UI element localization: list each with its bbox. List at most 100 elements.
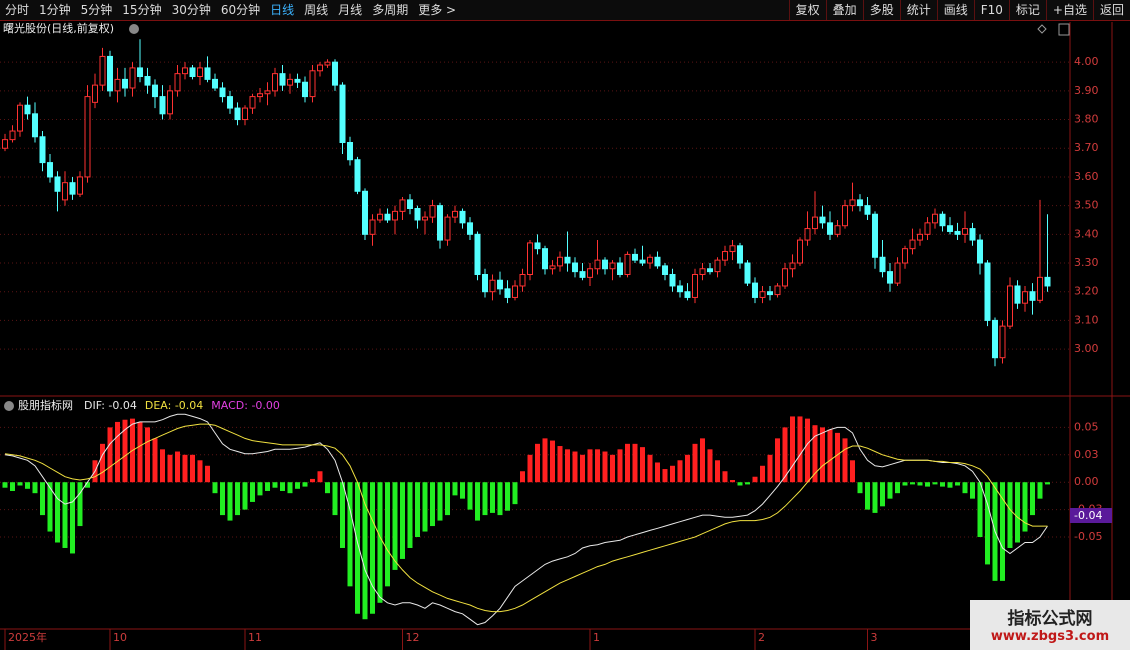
period-tab[interactable]: 周线 (304, 3, 329, 17)
period-tab[interactable]: 30分钟 (171, 3, 211, 17)
panel-button[interactable] (1058, 23, 1070, 36)
macd-bar (2, 482, 8, 488)
candle-body (992, 319, 998, 359)
y-tick-label: -0.05 (1074, 530, 1102, 543)
indicator-line (4, 423, 1048, 613)
candle-body (602, 259, 608, 270)
candle-body (122, 78, 128, 89)
action-button[interactable]: 复权 (788, 0, 826, 20)
macd-bar (377, 482, 383, 603)
period-tab[interactable]: 60分钟 (220, 3, 261, 17)
macd-bar (640, 447, 645, 483)
candle-body (377, 213, 383, 221)
macd-bar (580, 454, 585, 483)
macd-bar (587, 449, 593, 483)
candle-body (84, 96, 91, 178)
candle-body (954, 230, 961, 235)
action-button[interactable]: 返回 (1092, 0, 1130, 20)
candle-body (1014, 285, 1021, 304)
macd-bar (77, 482, 83, 527)
candle-body (894, 262, 901, 284)
candle-body (249, 96, 256, 109)
action-button[interactable]: +自选 (1045, 0, 1093, 20)
x-tick-label: 3 (871, 631, 878, 644)
candle-body (737, 245, 743, 264)
candle-body (159, 96, 166, 115)
macd-bar (722, 471, 728, 483)
candle-body (1037, 276, 1043, 301)
macd-bar (655, 462, 660, 483)
candle-body (999, 325, 1006, 359)
dropdown-icon[interactable] (129, 24, 139, 34)
macd-bar (137, 421, 143, 483)
macd-bar (310, 478, 315, 483)
y-tick-label: 3.20 (1074, 285, 1099, 298)
macd-bar (775, 438, 780, 483)
candle-body (302, 81, 308, 98)
macd-bar (835, 432, 840, 483)
candle-body (729, 245, 736, 253)
macd-bar (880, 482, 885, 507)
panel-button[interactable] (1037, 24, 1047, 34)
dropdown-icon[interactable] (4, 401, 14, 411)
macd-bar (160, 449, 165, 483)
period-tab[interactable]: 5分钟 (80, 3, 113, 17)
candle-body (542, 248, 548, 270)
candle-body (107, 55, 113, 92)
candle-body (287, 78, 293, 86)
candle-body (444, 216, 451, 241)
candle-body (549, 265, 556, 270)
candle-body (977, 239, 983, 264)
action-button[interactable]: F10 (973, 0, 1009, 20)
x-tick-label: 12 (406, 631, 420, 644)
macd-bar (220, 482, 225, 516)
period-tab[interactable]: 更多 > (418, 3, 457, 17)
macd-bar (10, 482, 15, 491)
macd-bar (250, 482, 255, 502)
macd-bar (632, 443, 638, 483)
macd-bar (212, 482, 218, 494)
period-tab[interactable]: 分时 (5, 3, 30, 17)
macd-bar (805, 418, 810, 483)
period-tab[interactable]: 月线 (338, 3, 363, 17)
macd-bar (670, 465, 675, 483)
macd-bar (887, 482, 893, 499)
candle-body (849, 199, 856, 207)
candle-body (669, 273, 676, 287)
candle-body (212, 78, 218, 89)
y-tick-label: 3.50 (1074, 199, 1099, 212)
action-button[interactable]: 标记 (1008, 0, 1046, 20)
candle-body (294, 78, 301, 83)
action-button[interactable]: 多股 (862, 0, 900, 20)
candle-body (864, 205, 871, 215)
candle-body (789, 262, 796, 270)
y-tick-label: 3.80 (1074, 113, 1099, 126)
candle-body (797, 239, 803, 264)
action-button[interactable]: 画线 (936, 0, 974, 20)
candle-body (167, 90, 173, 115)
candle-body (227, 96, 233, 109)
candle-body (2, 139, 8, 149)
period-tab[interactable]: 多周期 (372, 3, 409, 17)
candle-body (219, 87, 226, 98)
action-button[interactable]: 统计 (899, 0, 937, 20)
macd-bar (707, 449, 713, 483)
candle-body (827, 222, 833, 235)
candle-body (137, 67, 143, 78)
period-tab[interactable]: 1分钟 (39, 3, 71, 17)
candle-body (654, 256, 661, 267)
candle-body (62, 182, 68, 201)
macd-bar (190, 454, 195, 483)
candle-body (9, 130, 16, 141)
candle-body (257, 93, 263, 98)
candle-body (639, 259, 646, 264)
macd-bar (235, 482, 240, 516)
period-tab[interactable]: 日线 (270, 3, 295, 17)
action-button[interactable]: 叠加 (825, 0, 863, 20)
indicator-readout: DIF: -0.04 (84, 399, 137, 412)
macd-bar (595, 449, 600, 483)
period-tab[interactable]: 15分钟 (122, 3, 162, 17)
candle-body (332, 61, 338, 86)
y-tick-label: 3.30 (1074, 256, 1099, 269)
macd-bar (152, 438, 158, 483)
